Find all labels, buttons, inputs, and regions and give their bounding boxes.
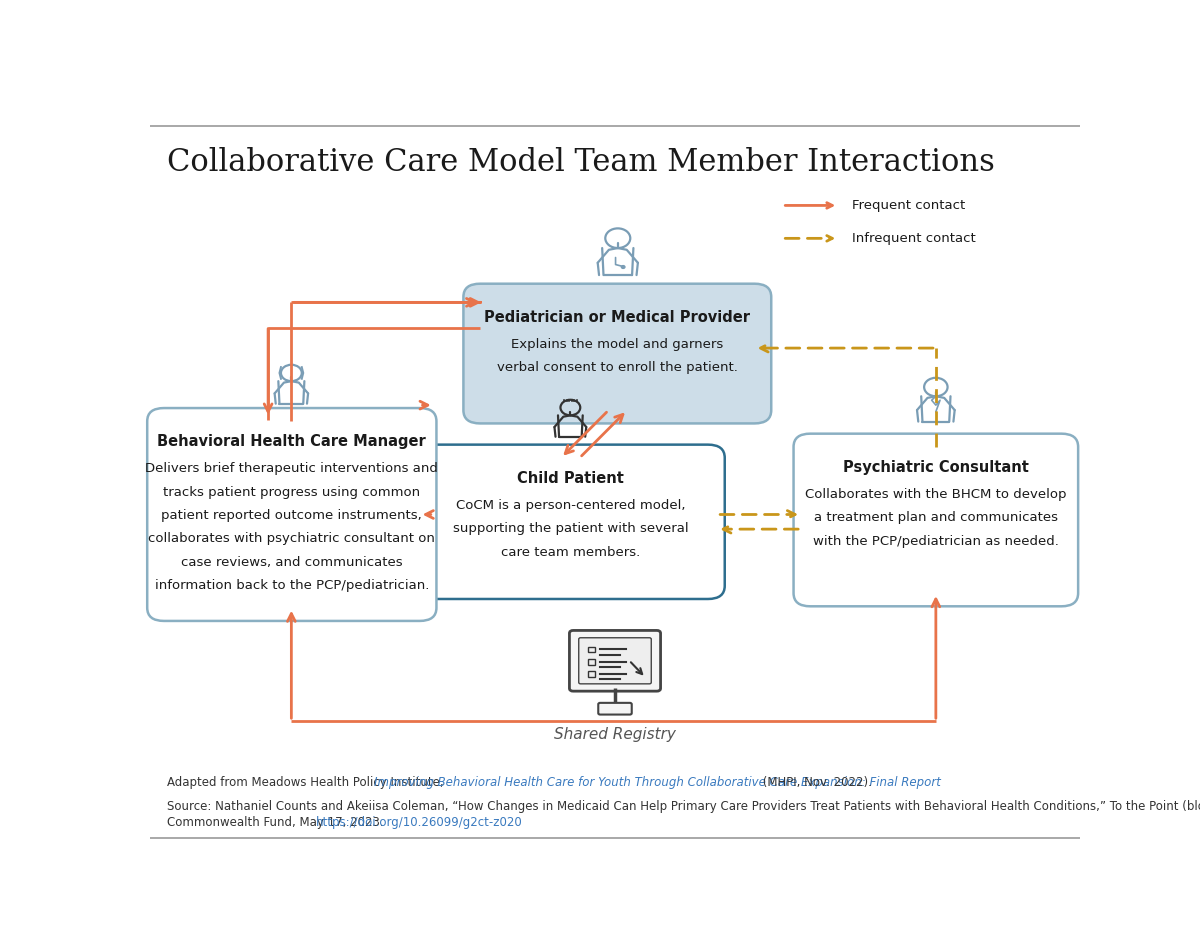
FancyBboxPatch shape — [148, 408, 437, 621]
Text: care team members.: care team members. — [502, 545, 641, 559]
Text: Infrequent contact: Infrequent contact — [852, 232, 976, 245]
Text: patient reported outcome instruments,: patient reported outcome instruments, — [162, 509, 422, 522]
Bar — [588, 647, 595, 653]
Text: verbal consent to enroll the patient.: verbal consent to enroll the patient. — [497, 361, 738, 374]
Text: Shared Registry: Shared Registry — [554, 727, 676, 742]
Text: Psychiatric Consultant: Psychiatric Consultant — [842, 460, 1028, 475]
Text: Adapted from Meadows Health Policy Institute,: Adapted from Meadows Health Policy Insti… — [167, 776, 448, 789]
Text: Delivers brief therapeutic interventions and: Delivers brief therapeutic interventions… — [145, 463, 438, 475]
Text: Collaborative Care Model Team Member Interactions: Collaborative Care Model Team Member Int… — [167, 147, 995, 178]
Text: Behavioral Health Care Manager: Behavioral Health Care Manager — [157, 434, 426, 449]
Text: Frequent contact: Frequent contact — [852, 199, 965, 212]
Text: with the PCP/pediatrician as needed.: with the PCP/pediatrician as needed. — [812, 535, 1058, 547]
Text: Collaborates with the BHCM to develop: Collaborates with the BHCM to develop — [805, 487, 1067, 501]
Text: information back to the PCP/pediatrician.: information back to the PCP/pediatrician… — [155, 580, 430, 592]
FancyBboxPatch shape — [463, 284, 772, 424]
Text: CoCM is a person-centered model,: CoCM is a person-centered model, — [456, 499, 685, 512]
Text: case reviews, and communicates: case reviews, and communicates — [181, 556, 403, 569]
Text: https://doi.org/10.26099/g2ct-z020: https://doi.org/10.26099/g2ct-z020 — [316, 816, 522, 829]
FancyBboxPatch shape — [793, 433, 1078, 606]
Text: a treatment plan and communicates: a treatment plan and communicates — [814, 511, 1058, 524]
Text: Child Patient: Child Patient — [517, 471, 624, 486]
FancyBboxPatch shape — [570, 631, 660, 692]
FancyBboxPatch shape — [578, 637, 652, 684]
Text: Pediatrician or Medical Provider: Pediatrician or Medical Provider — [485, 310, 750, 325]
FancyBboxPatch shape — [599, 703, 631, 714]
Text: Source: Nathaniel Counts and Akeiisa Coleman, “How Changes in Medicaid Can Help : Source: Nathaniel Counts and Akeiisa Col… — [167, 800, 1200, 813]
Text: Commonwealth Fund, May 17, 2023.: Commonwealth Fund, May 17, 2023. — [167, 816, 388, 829]
Bar — [588, 672, 595, 677]
Text: Improving Behavioral Health Care for Youth Through Collaborative Care Expansion:: Improving Behavioral Health Care for You… — [374, 776, 941, 789]
Text: collaborates with psychiatric consultant on: collaborates with psychiatric consultant… — [149, 532, 436, 545]
Circle shape — [622, 266, 625, 269]
Bar — [588, 659, 595, 665]
Text: Explains the model and garners: Explains the model and garners — [511, 338, 724, 351]
Text: supporting the patient with several: supporting the patient with several — [454, 522, 689, 535]
Text: tracks patient progress using common: tracks patient progress using common — [163, 485, 420, 499]
Text: (MHPI, Nov. 2022).: (MHPI, Nov. 2022). — [760, 776, 872, 789]
FancyBboxPatch shape — [416, 445, 725, 599]
